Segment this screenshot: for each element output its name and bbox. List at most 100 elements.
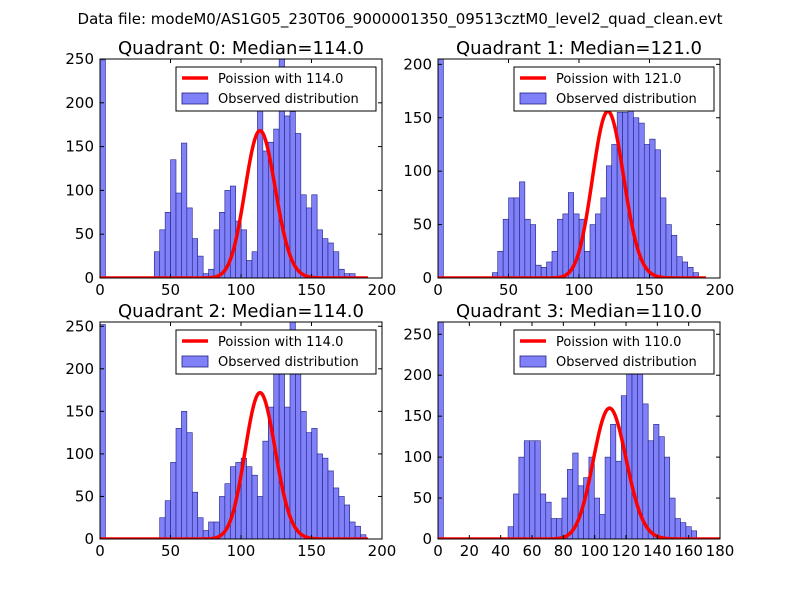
legend-patch-swatch (181, 92, 209, 105)
y-tick-label: 50 (413, 216, 432, 234)
histogram-bar (690, 530, 697, 539)
histogram-bar (626, 358, 633, 539)
histogram-bar (197, 517, 204, 539)
legend-label-observed: Observed distribution (556, 92, 697, 107)
histogram-bar (300, 194, 307, 278)
histogram-bar (540, 493, 547, 539)
histogram-bar (191, 238, 199, 278)
histogram-bar (295, 355, 302, 539)
y-tick-label: 200 (65, 94, 94, 112)
x-tick-label: 200 (706, 281, 735, 299)
histogram-bar (438, 59, 444, 278)
y-tick-label: 200 (403, 366, 432, 384)
y-tick-label: 150 (403, 407, 432, 425)
legend-label-observed: Observed distribution (218, 92, 359, 107)
histogram-bar (191, 491, 199, 539)
histogram-bar (311, 194, 318, 278)
histogram-bar (438, 322, 444, 539)
histogram-bar (349, 521, 356, 539)
y-tick-label: 100 (65, 181, 94, 199)
histogram-bar (175, 428, 182, 539)
y-tick-label: 250 (65, 50, 94, 68)
x-tick-label: 0 (95, 281, 105, 299)
histogram-bar (654, 149, 661, 278)
legend: Poission with 110.0 Observed distribution (513, 329, 715, 375)
y-tick-label: 0 (84, 530, 94, 548)
histogram-bar (300, 411, 307, 539)
histogram-bar (327, 242, 334, 278)
histogram-bar (545, 501, 552, 539)
y-tick-label: 100 (403, 448, 432, 466)
histogram-bar (295, 133, 302, 278)
x-tick-label: 140 (643, 542, 672, 560)
panel-title: Quadrant 0: Median=114.0 (118, 38, 364, 59)
y-tick-label: 200 (65, 360, 94, 378)
histogram-bar (246, 260, 253, 278)
x-tick-label: 0 (433, 542, 443, 560)
histogram-bar (610, 424, 617, 539)
histogram-bar (524, 218, 531, 278)
histogram-bar (229, 185, 237, 278)
histogram-bar (262, 150, 269, 278)
histogram-bar (219, 212, 226, 278)
legend: Poission with 114.0 Observed distribution (175, 66, 377, 112)
y-tick-label: 50 (75, 225, 94, 243)
legend-label-poisson: Poission with 110.0 (556, 335, 681, 350)
histogram-bars (438, 59, 699, 278)
histogram-bar (360, 534, 367, 539)
histogram-bar (550, 518, 557, 539)
histogram-bar (649, 138, 656, 278)
legend-box (513, 66, 715, 112)
histogram-bar (529, 440, 536, 539)
quadrant-3-panel: 0 20 40 60 80 100 120 140 160 180050100150200250Q… (403, 301, 734, 560)
histogram-bar (681, 261, 689, 278)
y-tick-label: 150 (65, 402, 94, 420)
x-tick-label: 120 (612, 542, 641, 560)
histogram-bar (658, 436, 665, 539)
x-tick-label: 100 (580, 542, 609, 560)
histogram-bar (671, 234, 678, 278)
legend-patch-swatch (181, 355, 209, 368)
histogram-bar (680, 522, 687, 539)
histogram-bars (100, 59, 356, 278)
legend-label-observed: Observed distribution (218, 355, 359, 370)
y-tick-label: 50 (75, 487, 94, 505)
histogram-bar (593, 497, 600, 539)
panel-title: Quadrant 1: Median=121.0 (456, 38, 702, 59)
histogram-bar (251, 251, 258, 278)
plot-frame (437, 321, 721, 540)
histogram-bar (556, 518, 563, 539)
histogram-bar (665, 224, 672, 278)
x-tick-label: 150 (635, 281, 664, 299)
x-tick-label: 20 (460, 542, 479, 560)
histogram-bar (354, 525, 361, 539)
y-tick-label: 150 (65, 138, 94, 156)
histogram-bar (529, 224, 537, 278)
histogram-bar (676, 256, 683, 278)
x-tick-label: 0 (95, 542, 105, 560)
histogram-bar (257, 496, 264, 539)
histogram-bar (262, 440, 269, 539)
legend-box (513, 329, 715, 375)
y-tick-label: 50 (413, 489, 432, 507)
histogram-bar (611, 144, 618, 278)
x-tick-label: 100 (565, 281, 594, 299)
histogram-bars (438, 322, 697, 539)
poisson-curve (438, 109, 707, 278)
histogram-bar (508, 197, 515, 278)
histogram-bar (333, 251, 340, 278)
histogram-bar (316, 453, 323, 539)
histogram-bar (643, 144, 651, 278)
histogram-bar (164, 212, 171, 278)
histogram-bar (599, 514, 606, 539)
histogram-bar (327, 470, 334, 539)
histogram-bar (513, 197, 520, 278)
histogram-bar (518, 456, 525, 539)
legend-label-poisson: Poission with 114.0 (218, 335, 343, 350)
histogram-bar (164, 500, 171, 539)
x-tick-label: 40 (491, 542, 510, 560)
histogram-bar (507, 526, 514, 539)
histogram-bar (251, 474, 258, 539)
histogram-bar (502, 218, 509, 278)
legend-box (175, 329, 377, 375)
